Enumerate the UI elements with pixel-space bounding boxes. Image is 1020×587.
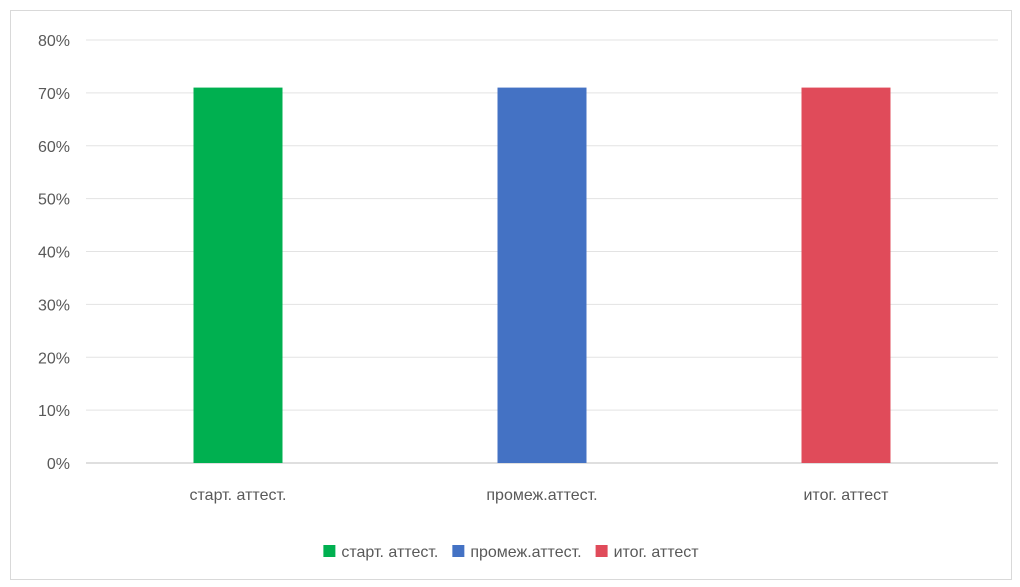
y-tick-label: 60% — [38, 139, 70, 156]
legend-swatch — [595, 545, 608, 557]
bar-2 — [801, 87, 891, 464]
bar-0 — [193, 87, 283, 464]
y-tick-label: 40% — [38, 245, 70, 262]
y-tick-label: 80% — [38, 33, 70, 50]
legend-item: старт. аттест. — [323, 544, 438, 561]
x-axis-labels: старт. аттест. промеж.аттест. итог. аттест — [190, 487, 890, 504]
legend-swatch — [452, 545, 465, 557]
legend: старт. аттест. промеж.аттест. итог. аттест — [323, 544, 699, 561]
x-tick-label: промеж.аттест. — [486, 487, 597, 504]
y-tick-label: 0% — [47, 456, 70, 473]
legend-swatch — [323, 545, 336, 557]
legend-label: промеж.аттест. — [470, 544, 581, 561]
legend-label: старт. аттест. — [341, 544, 438, 561]
y-tick-label: 50% — [38, 192, 70, 209]
x-tick-label: итог. аттест — [803, 487, 889, 504]
y-tick-label: 30% — [38, 297, 70, 314]
bar-1 — [497, 87, 587, 464]
legend-item: промеж.аттест. — [452, 544, 582, 561]
y-tick-label: 20% — [38, 350, 70, 367]
bars — [193, 87, 891, 464]
y-tick-label: 70% — [38, 86, 70, 103]
legend-item: итог. аттест — [595, 544, 700, 561]
y-tick-label: 10% — [38, 403, 70, 420]
x-tick-label: старт. аттест. — [190, 487, 287, 504]
legend-label: итог. аттест — [614, 544, 700, 561]
y-axis-ticks: 0% 10% 20% 30% 40% 50% 60% 70% 80% — [38, 33, 70, 473]
